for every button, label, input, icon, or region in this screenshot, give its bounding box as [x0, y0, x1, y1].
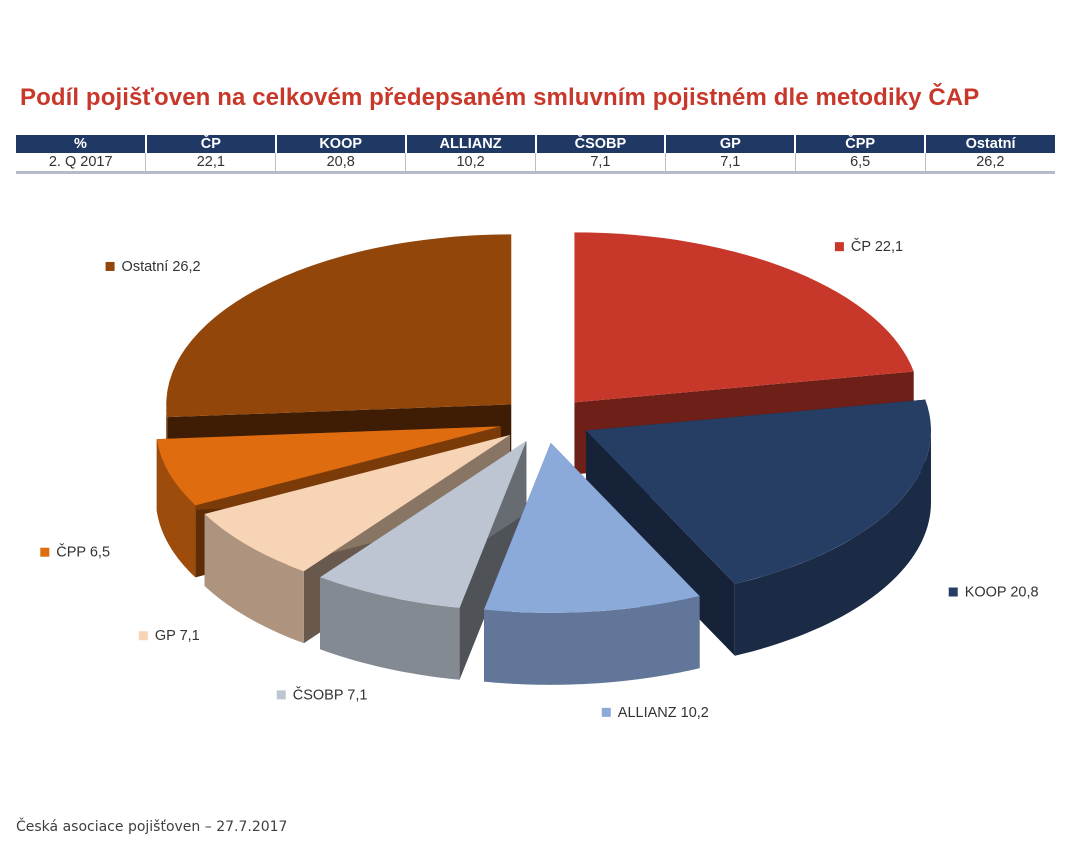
slice-top-face — [166, 234, 512, 418]
pie-label-koop: KOOP 20,8 — [948, 585, 1039, 601]
slice-outer-wall — [204, 514, 304, 644]
slice-top-face — [156, 426, 501, 506]
table-cell: 7,1 — [535, 153, 666, 174]
pie-label-gp: GP 7,1 — [138, 628, 200, 644]
pie-label-csobp: ČSOBP 7,1 — [276, 686, 368, 703]
table-header-cell: GP — [664, 135, 796, 153]
table-header-row: % ČP KOOP ALLIANZ ČSOBP GP ČPP Ostatní — [16, 135, 1055, 153]
table-header-cell: KOOP — [274, 135, 406, 153]
pie-slice-csobp — [320, 441, 527, 680]
table-header-cell: Ostatní — [924, 135, 1055, 153]
slice-outer-wall — [483, 596, 700, 685]
legend-swatch — [276, 690, 286, 700]
table-cell: 2. Q 2017 — [16, 153, 146, 174]
share-table: % ČP KOOP ALLIANZ ČSOBP GP ČPP Ostatní 2… — [16, 135, 1055, 174]
pie-label-cpp: ČPP 6,5 — [40, 544, 110, 561]
data-label: Ostatní 26,2 — [122, 259, 201, 275]
table-cell: 7,1 — [664, 153, 796, 174]
pie-slice-allianz — [483, 442, 700, 685]
table-header-cell: ALLIANZ — [404, 135, 536, 153]
table-header-cell: ČSOBP — [534, 135, 666, 153]
slice-outer-wall — [156, 439, 196, 578]
pie-label-cp: ČP 22,1 — [834, 238, 903, 255]
data-label: ALLIANZ 10,2 — [618, 705, 709, 721]
table-row: 2. Q 2017 22,1 20,8 10,2 7,1 7,1 6,5 26,… — [16, 153, 1055, 174]
data-label: ČP 22,1 — [851, 238, 903, 255]
table-cell: 20,8 — [275, 153, 406, 174]
table-header-cell: ČPP — [794, 135, 926, 153]
table-cell: 26,2 — [924, 153, 1055, 174]
table-header-cell: ČP — [144, 135, 276, 153]
table-cell: 6,5 — [794, 153, 926, 174]
table-cell: 10,2 — [405, 153, 536, 174]
slice-top-face — [585, 399, 931, 584]
table-cell: 22,1 — [145, 153, 276, 174]
slice-top-face — [320, 441, 527, 608]
data-label: KOOP 20,8 — [965, 585, 1039, 601]
data-label: GP 7,1 — [155, 628, 200, 644]
data-label: ČSOBP 7,1 — [293, 686, 368, 703]
data-label: ČPP 6,5 — [56, 544, 110, 561]
slice-top-face — [574, 232, 914, 403]
slice-outer-wall — [734, 430, 931, 656]
slice-outer-wall — [320, 577, 460, 680]
legend-swatch — [601, 707, 611, 717]
chart-title: Podíl pojišťoven na celkovém předepsaném… — [20, 84, 980, 111]
legend-swatch — [834, 242, 844, 252]
footer-source: Česká asociace pojišťoven – 27.7.2017 — [16, 819, 288, 835]
legend-swatch — [948, 587, 958, 597]
pie-label-allianz: ALLIANZ 10,2 — [601, 705, 709, 721]
legend-swatch — [105, 261, 115, 271]
slice-top-face — [483, 442, 700, 613]
slice-top-face — [204, 434, 511, 572]
legend-swatch — [138, 631, 148, 641]
pie-label-ostatni: Ostatní 26,2 — [105, 259, 201, 275]
table-header-cell: % — [16, 135, 146, 153]
legend-swatch — [40, 547, 50, 557]
